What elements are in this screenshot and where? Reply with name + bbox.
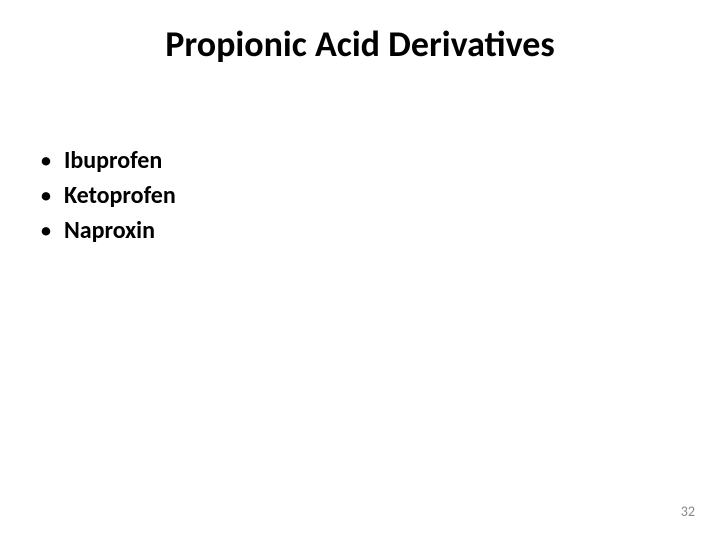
slide-title: Propionic Acid Derivatives <box>0 22 720 66</box>
bullet-marker-icon: • <box>40 180 52 211</box>
bullet-marker-icon: • <box>40 215 52 246</box>
bullet-text: Ketoprofen <box>64 180 176 211</box>
bullet-text: Naproxin <box>64 215 155 246</box>
bullet-item: • Ibuprofen <box>40 145 176 176</box>
bullet-text: Ibuprofen <box>64 145 162 176</box>
slide-container: Propionic Acid Derivatives • Ibuprofen •… <box>0 0 720 540</box>
bullet-marker-icon: • <box>40 145 52 176</box>
page-number: 32 <box>681 503 695 520</box>
bullet-item: • Naproxin <box>40 215 176 246</box>
bullet-list: • Ibuprofen • Ketoprofen • Naproxin <box>40 145 176 251</box>
bullet-item: • Ketoprofen <box>40 180 176 211</box>
